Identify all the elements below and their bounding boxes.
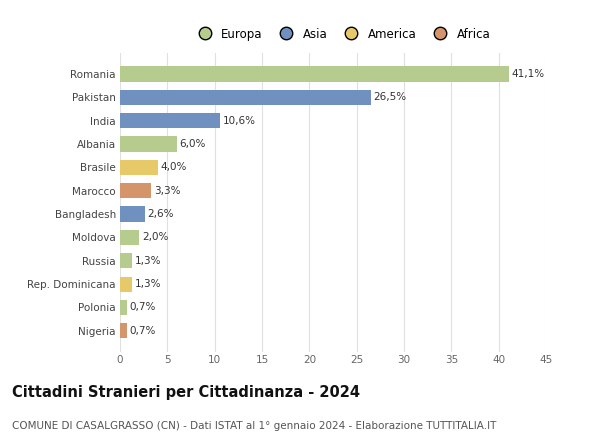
Legend: Europa, Asia, America, Africa: Europa, Asia, America, Africa [188, 23, 495, 45]
Bar [120, 183, 151, 198]
Bar [120, 323, 127, 338]
Text: 26,5%: 26,5% [374, 92, 407, 103]
Bar [120, 113, 220, 128]
Text: 4,0%: 4,0% [161, 162, 187, 172]
Bar [120, 206, 145, 222]
Bar [120, 230, 139, 245]
Text: 1,3%: 1,3% [135, 279, 161, 289]
Text: 2,0%: 2,0% [142, 232, 168, 242]
Bar [120, 160, 158, 175]
Text: 0,7%: 0,7% [130, 326, 156, 336]
Text: 1,3%: 1,3% [135, 256, 161, 266]
Text: 2,6%: 2,6% [148, 209, 174, 219]
Text: Cittadini Stranieri per Cittadinanza - 2024: Cittadini Stranieri per Cittadinanza - 2… [12, 385, 360, 400]
Text: COMUNE DI CASALGRASSO (CN) - Dati ISTAT al 1° gennaio 2024 - Elaborazione TUTTIT: COMUNE DI CASALGRASSO (CN) - Dati ISTAT … [12, 421, 496, 431]
Text: 10,6%: 10,6% [223, 116, 256, 126]
Bar [120, 136, 177, 152]
Bar [120, 66, 509, 81]
Text: 0,7%: 0,7% [130, 302, 156, 312]
Text: 6,0%: 6,0% [179, 139, 206, 149]
Bar [120, 276, 133, 292]
Bar [120, 90, 371, 105]
Bar [120, 253, 133, 268]
Text: 41,1%: 41,1% [512, 69, 545, 79]
Bar [120, 300, 127, 315]
Text: 3,3%: 3,3% [154, 186, 181, 196]
